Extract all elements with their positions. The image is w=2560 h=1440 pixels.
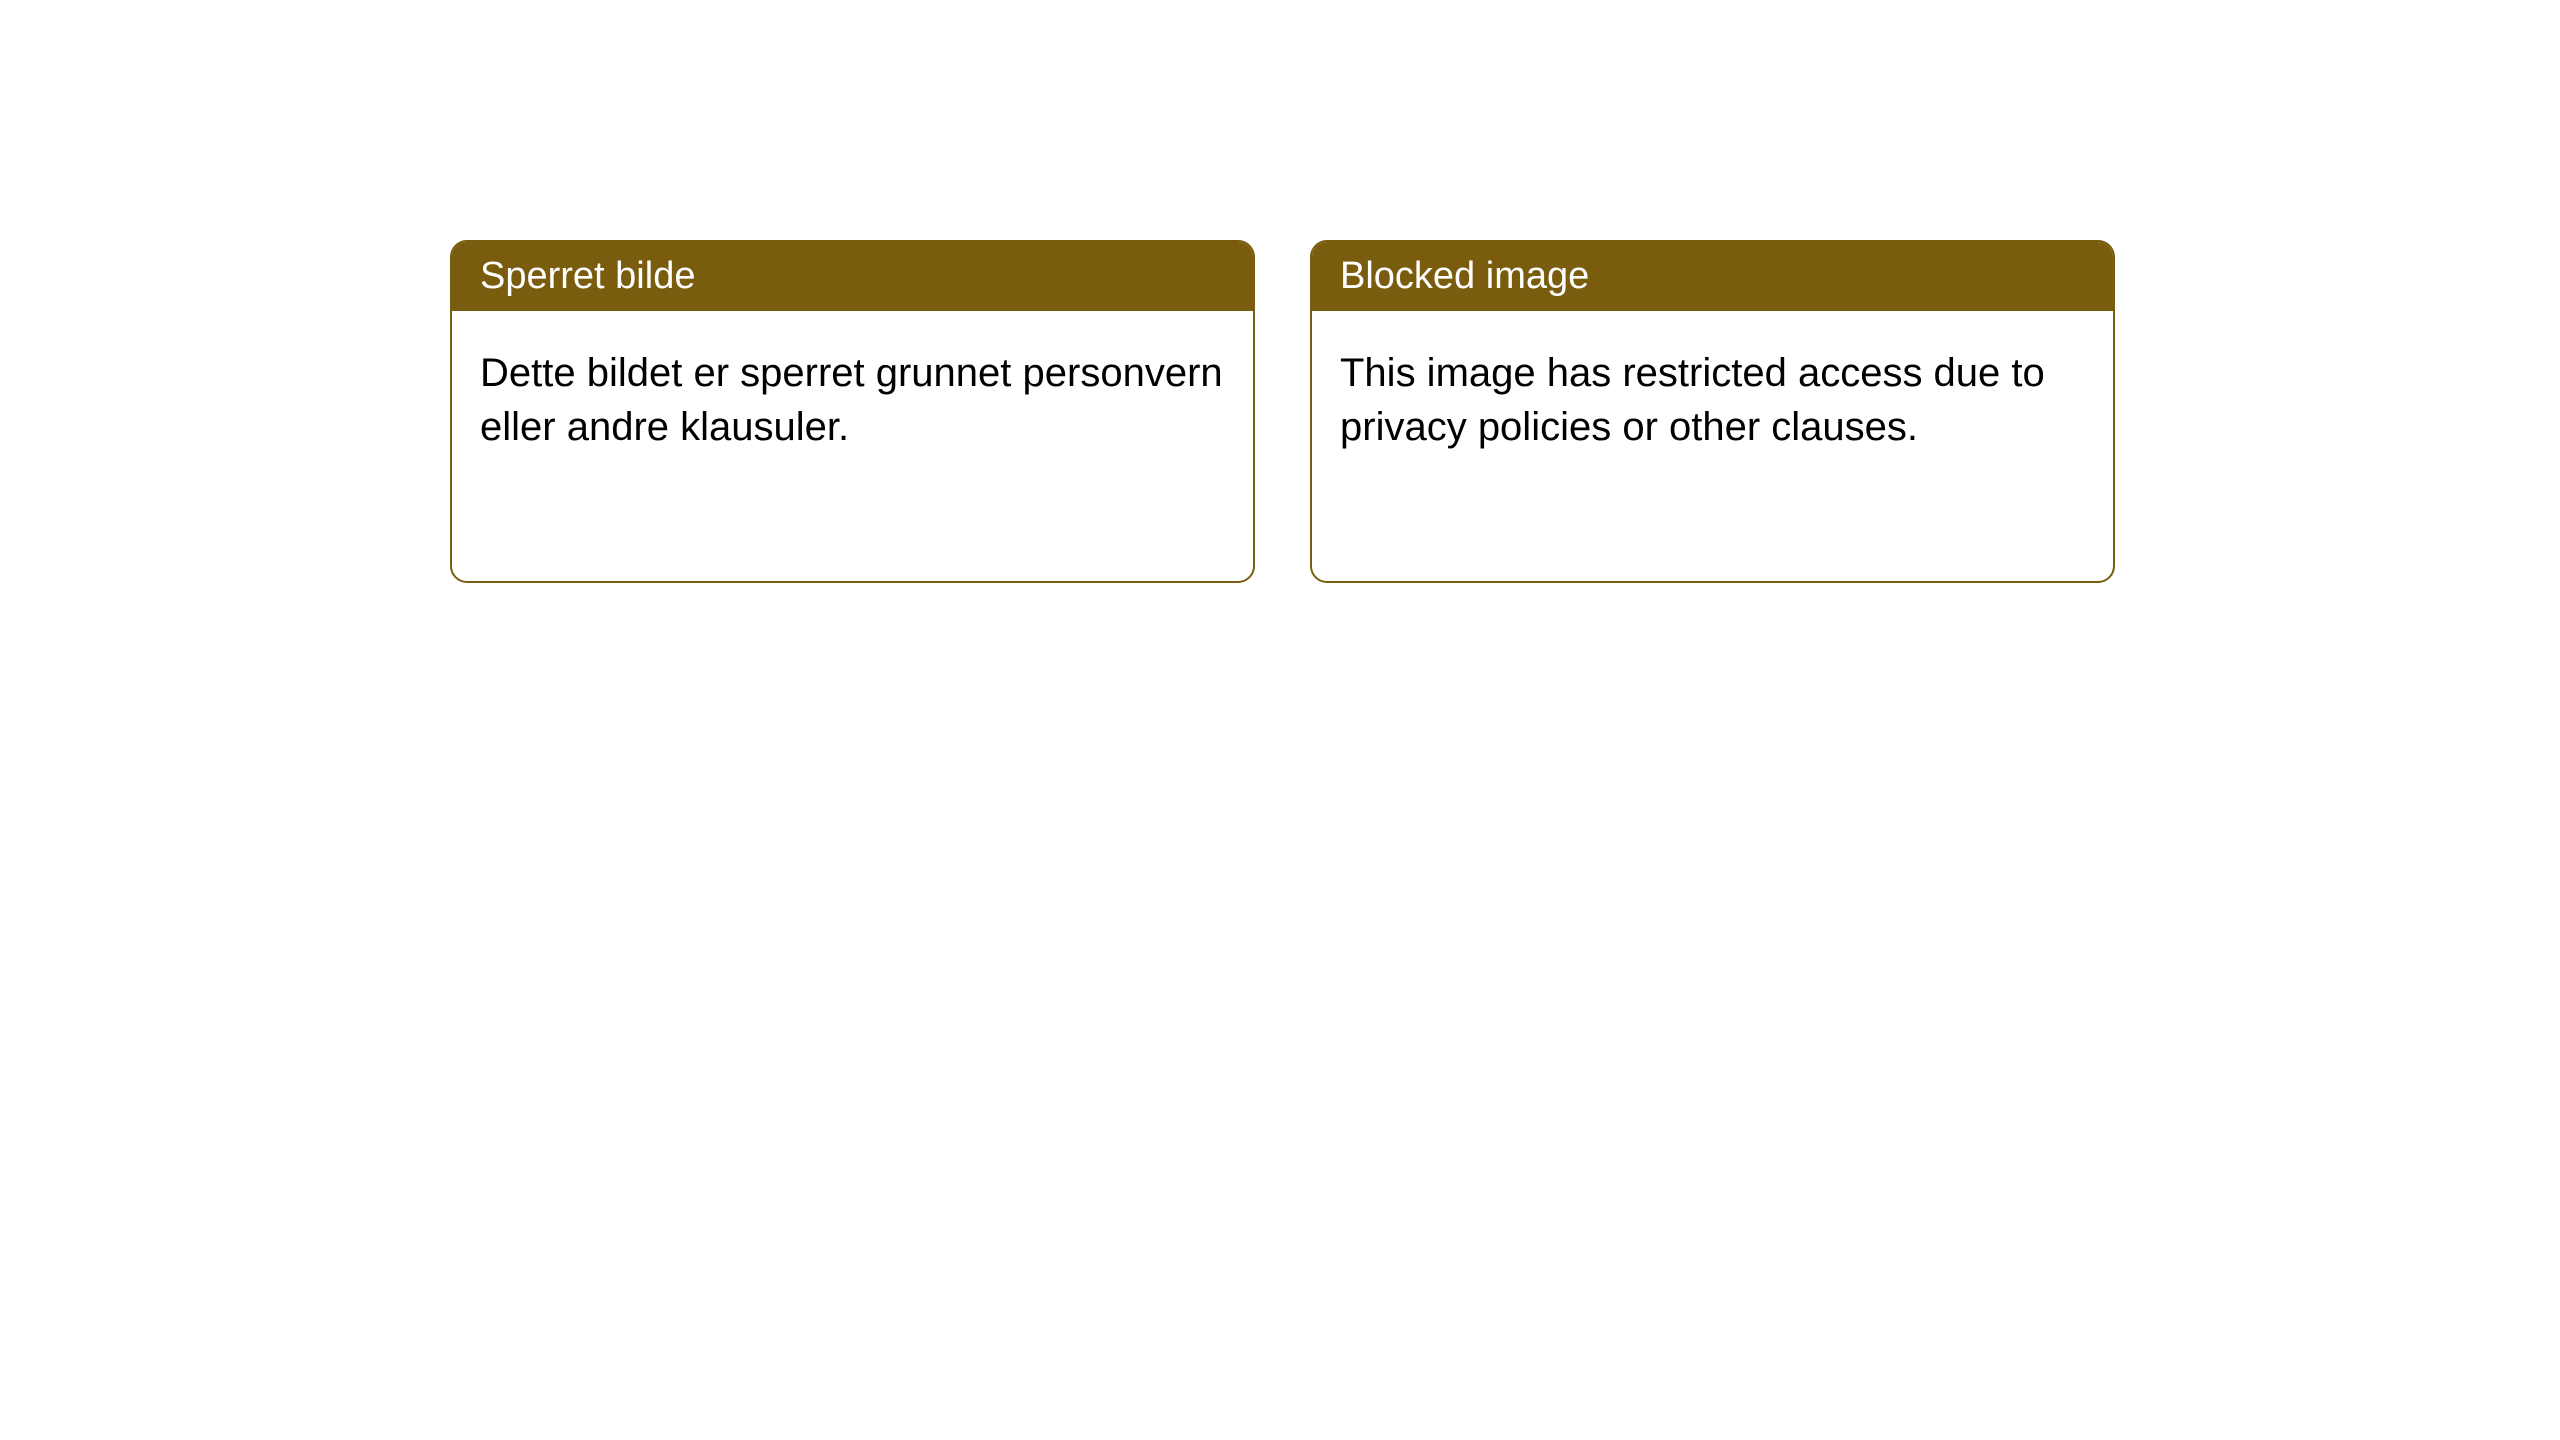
info-cards-container: Sperret bilde Dette bildet er sperret gr… [0, 0, 2560, 583]
card-body-text: This image has restricted access due to … [1340, 351, 2045, 449]
card-title: Blocked image [1340, 255, 1589, 297]
card-title: Sperret bilde [480, 255, 695, 297]
card-body: Dette bildet er sperret grunnet personve… [452, 311, 1253, 581]
info-card-norwegian: Sperret bilde Dette bildet er sperret gr… [450, 240, 1255, 583]
card-body: This image has restricted access due to … [1312, 311, 2113, 581]
card-body-text: Dette bildet er sperret grunnet personve… [480, 351, 1223, 449]
card-header: Blocked image [1312, 242, 2113, 311]
info-card-english: Blocked image This image has restricted … [1310, 240, 2115, 583]
card-header: Sperret bilde [452, 242, 1253, 311]
